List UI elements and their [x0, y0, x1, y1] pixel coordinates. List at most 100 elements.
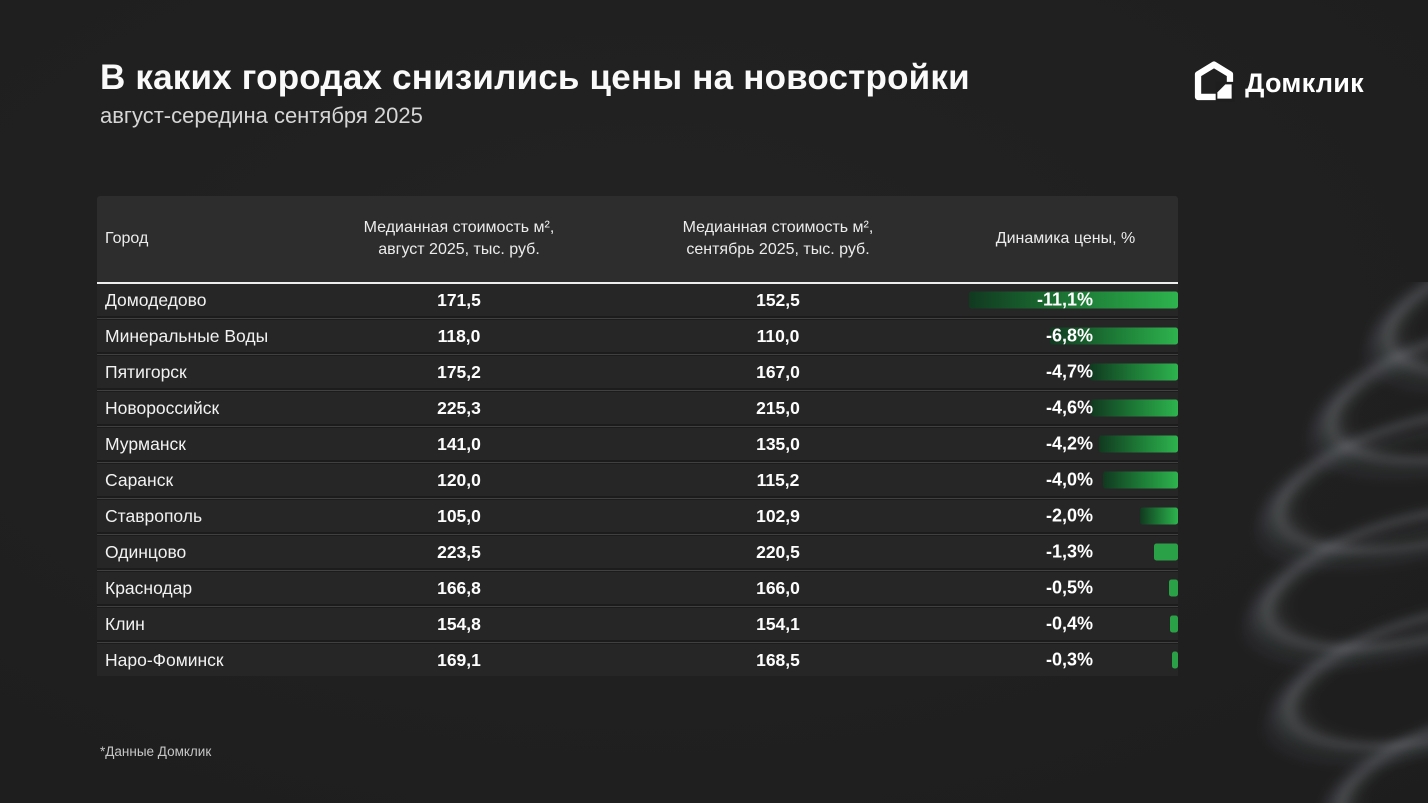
august-price-cell: 154,8: [437, 613, 481, 634]
city-cell: Наро-Фоминск: [105, 649, 224, 670]
glass-ring: [1209, 282, 1428, 550]
city-cell: Клин: [105, 613, 145, 634]
dynamics-value-label: -0,5%: [1045, 577, 1093, 598]
august-price-cell: 223,5: [437, 541, 481, 562]
dynamics-bar: [1169, 579, 1178, 597]
dynamics-bar: [1050, 327, 1178, 345]
glass-ring: [1178, 418, 1428, 738]
row-divider: [97, 568, 1178, 572]
decorative-rings: [1178, 282, 1428, 803]
table-row: Новороссийск 225,3 215,0 -4,6%: [97, 392, 1178, 424]
city-cell: Ставрополь: [105, 505, 203, 526]
price-dynamics-cell: -1,3%: [953, 536, 1178, 568]
september-price-cell: 102,9: [756, 505, 800, 526]
page-subtitle: август-середина сентября 2025: [100, 103, 423, 129]
column-header-dynamics: Динамика цены, %: [953, 228, 1178, 250]
glass-ring: [1178, 320, 1428, 640]
august-price-cell: 169,1: [437, 649, 481, 670]
row-divider: [97, 460, 1178, 464]
table-row: Домодедово 171,5 152,5 -11,1%: [97, 284, 1178, 316]
dynamics-bar: [1154, 543, 1178, 561]
dynamics-value-label: -4,2%: [1045, 433, 1093, 454]
dynamics-value-label: -4,6%: [1045, 397, 1093, 418]
september-price-cell: 168,5: [756, 649, 800, 670]
september-price-cell: 152,5: [756, 289, 800, 310]
table-row: Ставрополь 105,0 102,9 -2,0%: [97, 500, 1178, 532]
table-body: Домодедово 171,5 152,5 -11,1% Минеральные Во…: [97, 284, 1178, 676]
price-dynamics-cell: -2,0%: [953, 500, 1178, 532]
row-divider: [97, 640, 1178, 644]
september-price-cell: 166,0: [756, 577, 800, 598]
dynamics-value-label: -11,1%: [1036, 289, 1093, 310]
dynamics-bar: [1172, 651, 1178, 669]
dynamics-bar: [1170, 615, 1178, 633]
glass-ring: [1266, 282, 1428, 464]
september-price-cell: 167,0: [756, 361, 800, 382]
table-row: Пятигорск 175,2 167,0 -4,7%: [97, 356, 1178, 388]
column-header-august: Медианная стоимость м², август 2025, тыс…: [315, 217, 603, 262]
page-title: В каких городах снизились цены на новост…: [100, 58, 970, 97]
brand-logo: Домклик: [1193, 60, 1364, 107]
dynamics-bar: [1103, 471, 1178, 489]
column-header-city-label: Город: [105, 229, 149, 247]
price-dynamics-cell: -4,0%: [953, 464, 1178, 496]
column-header-september: Медианная стоимость м², сентябрь 2025, т…: [603, 217, 953, 262]
price-dynamics-cell: -6,8%: [953, 320, 1178, 352]
dynamics-bar: [1090, 363, 1178, 381]
row-divider: [97, 352, 1178, 356]
price-dynamics-cell: -0,5%: [953, 572, 1178, 604]
dynamics-value-label: -2,0%: [1045, 505, 1093, 526]
table-row: Одинцово 223,5 220,5 -1,3%: [97, 536, 1178, 568]
column-header-september-line1: Медианная стоимость м²,: [682, 218, 874, 236]
price-dynamics-cell: -4,7%: [953, 356, 1178, 388]
price-dynamics-cell: -4,6%: [953, 392, 1178, 424]
price-dynamics-cell: -4,2%: [953, 428, 1178, 460]
dynamics-value-label: -1,3%: [1045, 541, 1093, 562]
table-row: Минеральные Воды 118,0 110,0 -6,8%: [97, 320, 1178, 352]
city-cell: Краснодар: [105, 577, 193, 598]
august-price-cell: 225,3: [437, 397, 481, 418]
august-price-cell: 141,0: [437, 433, 481, 454]
september-price-cell: 220,5: [756, 541, 800, 562]
august-price-cell: 171,5: [437, 289, 481, 310]
footnote: *Данные Домклик: [100, 744, 212, 759]
city-cell: Саранск: [105, 469, 174, 490]
price-dynamics-cell: -0,3%: [953, 644, 1178, 676]
column-header-september-line2: сентябрь 2025, тыс. руб.: [686, 241, 870, 258]
column-header-dynamics-label: Динамика цены, %: [995, 229, 1136, 247]
september-price-cell: 154,1: [756, 613, 800, 634]
price-dynamics-cell: -0,4%: [953, 608, 1178, 640]
price-table: Город Медианная стоимость м², август 202…: [97, 196, 1178, 676]
dynamics-value-label: -0,4%: [1045, 613, 1093, 634]
city-cell: Одинцово: [105, 541, 187, 562]
row-divider: [97, 316, 1178, 320]
column-header-august-line1: Медианная стоимость м²,: [363, 218, 555, 236]
dynamics-value-label: -4,7%: [1045, 361, 1093, 382]
column-header-city: Город: [97, 228, 315, 250]
dynamics-value-label: -4,0%: [1045, 469, 1093, 490]
row-divider: [97, 496, 1178, 500]
september-price-cell: 215,0: [756, 397, 800, 418]
table-row: Клин 154,8 154,1 -0,4%: [97, 608, 1178, 640]
august-price-cell: 166,8: [437, 577, 481, 598]
city-cell: Мурманск: [105, 433, 186, 454]
september-price-cell: 110,0: [756, 325, 800, 346]
dynamics-bar: [1099, 435, 1178, 453]
dynamics-bar: [969, 291, 1178, 309]
city-cell: Минеральные Воды: [105, 325, 269, 346]
august-price-cell: 120,0: [437, 469, 481, 490]
brand-name: Домклик: [1245, 68, 1364, 98]
row-divider: [97, 388, 1178, 392]
row-divider: [97, 532, 1178, 536]
domclick-house-icon: [1193, 60, 1236, 107]
august-price-cell: 105,0: [437, 505, 481, 526]
glass-ring: [1219, 614, 1428, 803]
dynamics-value-label: -0,3%: [1045, 649, 1093, 670]
dynamics-bar: [1091, 399, 1178, 417]
column-header-august-line2: август 2025, тыс. руб.: [378, 241, 540, 258]
september-price-cell: 115,2: [756, 469, 800, 490]
dynamics-bar: [1140, 507, 1178, 525]
august-price-cell: 118,0: [437, 325, 481, 346]
row-divider: [97, 424, 1178, 428]
